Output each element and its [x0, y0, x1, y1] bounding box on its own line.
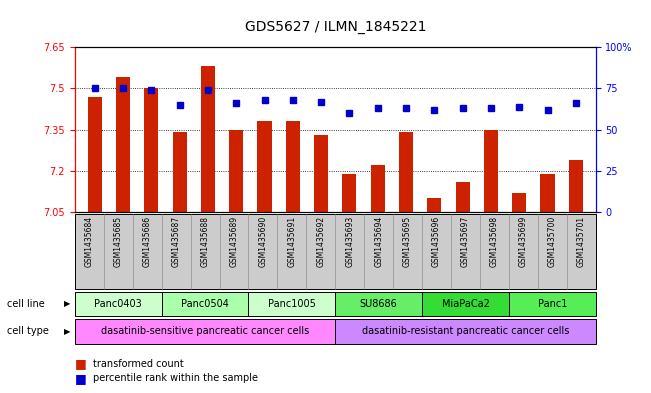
Bar — [484, 130, 498, 212]
Text: GSM1435697: GSM1435697 — [461, 216, 470, 267]
Text: Panc1005: Panc1005 — [268, 299, 316, 309]
Text: dasatinib-resistant pancreatic cancer cells: dasatinib-resistant pancreatic cancer ce… — [362, 327, 569, 336]
Text: GSM1435689: GSM1435689 — [230, 216, 238, 267]
Bar — [116, 77, 130, 212]
Text: GSM1435691: GSM1435691 — [287, 216, 296, 267]
Text: GSM1435696: GSM1435696 — [432, 216, 441, 267]
Text: Panc0504: Panc0504 — [181, 299, 229, 309]
Text: GSM1435690: GSM1435690 — [258, 216, 268, 267]
Bar — [370, 165, 385, 212]
Text: cell type: cell type — [7, 327, 48, 336]
Text: GSM1435694: GSM1435694 — [374, 216, 383, 267]
Text: MiaPaCa2: MiaPaCa2 — [441, 299, 490, 309]
Bar — [342, 174, 357, 212]
Text: percentile rank within the sample: percentile rank within the sample — [93, 373, 258, 383]
Bar — [88, 97, 102, 212]
Text: GSM1435698: GSM1435698 — [490, 216, 499, 267]
Bar — [201, 66, 215, 212]
Bar — [314, 135, 328, 212]
Text: ■: ■ — [75, 371, 87, 385]
Bar — [229, 130, 243, 212]
Bar — [399, 132, 413, 212]
Text: GSM1435693: GSM1435693 — [345, 216, 354, 267]
Text: GSM1435699: GSM1435699 — [519, 216, 528, 267]
Text: transformed count: transformed count — [93, 358, 184, 369]
Text: ▶: ▶ — [64, 299, 70, 309]
Text: GSM1435695: GSM1435695 — [403, 216, 412, 267]
Text: GSM1435686: GSM1435686 — [143, 216, 152, 267]
Text: GSM1435684: GSM1435684 — [85, 216, 94, 267]
Text: ■: ■ — [75, 357, 87, 370]
Text: Panc1: Panc1 — [538, 299, 567, 309]
Bar — [286, 121, 300, 212]
Bar — [456, 182, 470, 212]
Bar — [173, 132, 187, 212]
Bar — [145, 88, 158, 212]
Text: SU8686: SU8686 — [360, 299, 398, 309]
Bar — [512, 193, 526, 212]
Bar — [257, 121, 271, 212]
Text: ▶: ▶ — [64, 327, 70, 336]
Text: GSM1435701: GSM1435701 — [577, 216, 586, 267]
Bar — [540, 174, 555, 212]
Text: dasatinib-sensitive pancreatic cancer cells: dasatinib-sensitive pancreatic cancer ce… — [101, 327, 309, 336]
Text: GSM1435687: GSM1435687 — [172, 216, 180, 267]
Text: GSM1435685: GSM1435685 — [114, 216, 123, 267]
Text: GSM1435700: GSM1435700 — [547, 216, 557, 267]
Bar — [569, 160, 583, 212]
Text: cell line: cell line — [7, 299, 44, 309]
Text: Panc0403: Panc0403 — [94, 299, 142, 309]
Text: GDS5627 / ILMN_1845221: GDS5627 / ILMN_1845221 — [245, 20, 426, 34]
Text: GSM1435688: GSM1435688 — [201, 216, 210, 267]
Bar — [427, 198, 441, 212]
Text: GSM1435692: GSM1435692 — [316, 216, 326, 267]
